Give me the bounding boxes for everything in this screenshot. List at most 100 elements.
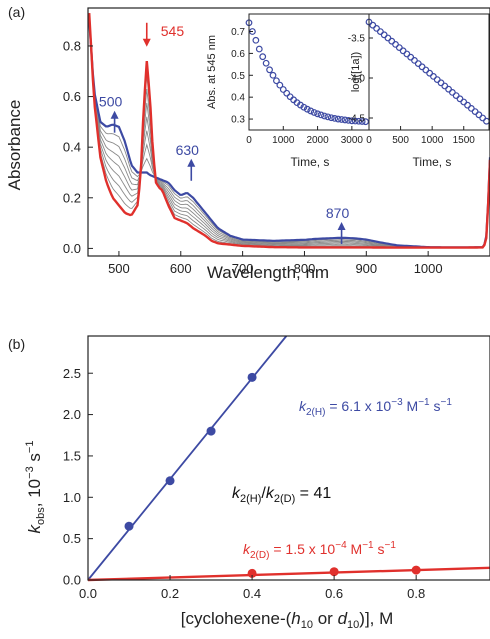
inset-point xyxy=(345,116,352,124)
annotation-k2d: k2(D) = 1.5 x 10−4 M−1 s−1 xyxy=(243,540,396,561)
inset-point xyxy=(338,116,345,123)
x-tick-label: 500 xyxy=(108,261,130,276)
inset-point xyxy=(348,117,356,125)
y-tick-label: 1.5 xyxy=(63,448,81,463)
inset-1-ticks: 0 1000 2000 3000 0.3 0.4 0.5 0.6 0.7 xyxy=(231,27,363,146)
inset-point xyxy=(351,117,359,125)
arrow-head xyxy=(142,38,151,47)
annotation-k2h: k2(H) = 6.1 x 10−3 M−1 s−1 xyxy=(299,397,452,418)
y-tick-label: 0.0 xyxy=(63,241,81,256)
panel-b-label: (b) xyxy=(8,336,25,352)
panel-a-label: (a) xyxy=(8,4,25,20)
x-tick-label: 2000 xyxy=(306,135,329,146)
panel-b-ylabel: kobs, 10−3 s−1 xyxy=(24,441,47,534)
inset-point xyxy=(358,118,366,125)
inset-2-ticks: 0 500 1000 1500 -4.5 -4.0 -3.5 xyxy=(348,34,476,147)
inset-point xyxy=(255,45,263,53)
peak-label: 545 xyxy=(161,23,185,39)
y-tick-label: 0.3 xyxy=(231,115,245,126)
panel-b-points xyxy=(124,372,421,578)
data-point-D xyxy=(247,568,257,578)
inset-point xyxy=(324,113,332,121)
y-tick-label: 0.6 xyxy=(63,89,81,104)
y-tick-label: 0.7 xyxy=(231,27,245,38)
y-tick-label: -3.5 xyxy=(348,34,366,45)
y-tick-label: 0.5 xyxy=(63,531,81,546)
inset-2-frame xyxy=(368,13,490,131)
inset-point xyxy=(321,112,328,120)
x-tick-label: 1500 xyxy=(453,135,476,146)
inset-point xyxy=(279,86,287,93)
inset-point xyxy=(307,107,315,115)
panel-a: (a) Absorbance Wavelength, nm 500 600 700 8… xyxy=(5,4,490,282)
inset-1-points xyxy=(245,19,369,126)
data-point-D xyxy=(411,565,421,575)
inset-2-ylabel: log([1a]) xyxy=(350,52,362,92)
inset-1: 0 1000 2000 3000 0.3 0.4 0.5 0.6 0.7 Abs. at 545… xyxy=(206,13,370,169)
arrow-head xyxy=(337,222,346,231)
inset-point xyxy=(314,110,321,118)
y-tick-label: 0.2 xyxy=(63,190,81,205)
y-tick-label: -4.0 xyxy=(348,74,366,85)
inset-point xyxy=(355,117,363,125)
x-tick-label: 600 xyxy=(170,261,192,276)
data-point-D xyxy=(329,567,339,577)
panel-a-ticks: 500 600 700 800 900 1000 0.0 0.2 0.4 0.6 0.8 xyxy=(63,39,443,276)
inset-point xyxy=(300,103,308,111)
inset-point xyxy=(317,111,325,119)
inset-point xyxy=(262,59,270,67)
x-tick-label: 0.8 xyxy=(407,586,425,601)
panel-b-xlabel: [cyclohexene-(h10 or d10)], M xyxy=(181,609,394,631)
x-tick-label: 1000 xyxy=(414,261,443,276)
inset-point xyxy=(362,118,369,126)
data-point-H xyxy=(124,521,134,531)
panel-b: (b) 0.0 0.2 0.4 0.6 0.8 0.0 0.5 1.0 1.5 2.0 2.5 ko… xyxy=(8,335,490,631)
arrow-head xyxy=(110,110,119,119)
arrow-head xyxy=(187,158,196,167)
annotation-ratio: k2(H)/k2(D) = 41 xyxy=(232,485,331,505)
y-tick-label: 2.0 xyxy=(63,407,81,422)
inset-point xyxy=(327,114,335,122)
inset-point xyxy=(259,53,267,61)
y-tick-label: 0.5 xyxy=(231,71,245,82)
x-tick-label: 0 xyxy=(246,135,252,146)
y-tick-label: -4.5 xyxy=(348,114,366,125)
inset-point xyxy=(252,36,260,44)
y-tick-label: 0.4 xyxy=(231,93,245,104)
x-tick-label: 0 xyxy=(366,135,372,146)
inset-2: 0 500 1000 1500 -4.5 -4.0 -3.5 log([1a]) Time,… xyxy=(348,13,490,169)
inset-point xyxy=(331,114,339,122)
y-tick-label: 1.0 xyxy=(63,490,81,505)
x-tick-label: 0.0 xyxy=(79,586,97,601)
x-tick-label: 1000 xyxy=(272,135,295,146)
x-tick-label: 0.2 xyxy=(161,586,179,601)
x-tick-label: 0.6 xyxy=(325,586,343,601)
y-tick-label: 0.4 xyxy=(63,140,81,155)
panel-a-annotations: 545 500 630 870 xyxy=(99,23,349,245)
panel-a-ylabel: Absorbance xyxy=(5,100,24,191)
inset-1-xlabel: Time, s xyxy=(291,155,330,169)
inset-point xyxy=(266,66,273,74)
x-tick-label: 800 xyxy=(294,261,316,276)
x-tick-label: 1000 xyxy=(421,135,444,146)
fit-line-H xyxy=(87,335,288,581)
inset-point xyxy=(303,105,311,113)
panel-a-traces xyxy=(88,13,490,249)
peak-label: 630 xyxy=(176,142,200,158)
panel-b-ticks: 0.0 0.2 0.4 0.6 0.8 0.0 0.5 1.0 1.5 2.0 2.5 xyxy=(63,366,425,601)
panel-b-frame xyxy=(87,335,490,581)
x-tick-label: 0.4 xyxy=(243,586,261,601)
inset-point xyxy=(310,109,318,116)
y-tick-label: 0.6 xyxy=(231,49,245,60)
y-tick-label: 2.5 xyxy=(63,366,81,381)
inset-2-xlabel: Time, s xyxy=(413,155,452,169)
x-tick-label: 500 xyxy=(392,135,409,146)
inset-point xyxy=(334,115,342,123)
y-tick-label: 0.8 xyxy=(63,39,81,54)
peak-label: 500 xyxy=(99,94,123,110)
inset-point xyxy=(269,71,277,79)
data-point-H xyxy=(247,372,257,382)
inset-1-ylabel: Abs. at 545 nm xyxy=(206,35,218,109)
panel-a-xlabel: Wavelength, nm xyxy=(207,263,329,282)
